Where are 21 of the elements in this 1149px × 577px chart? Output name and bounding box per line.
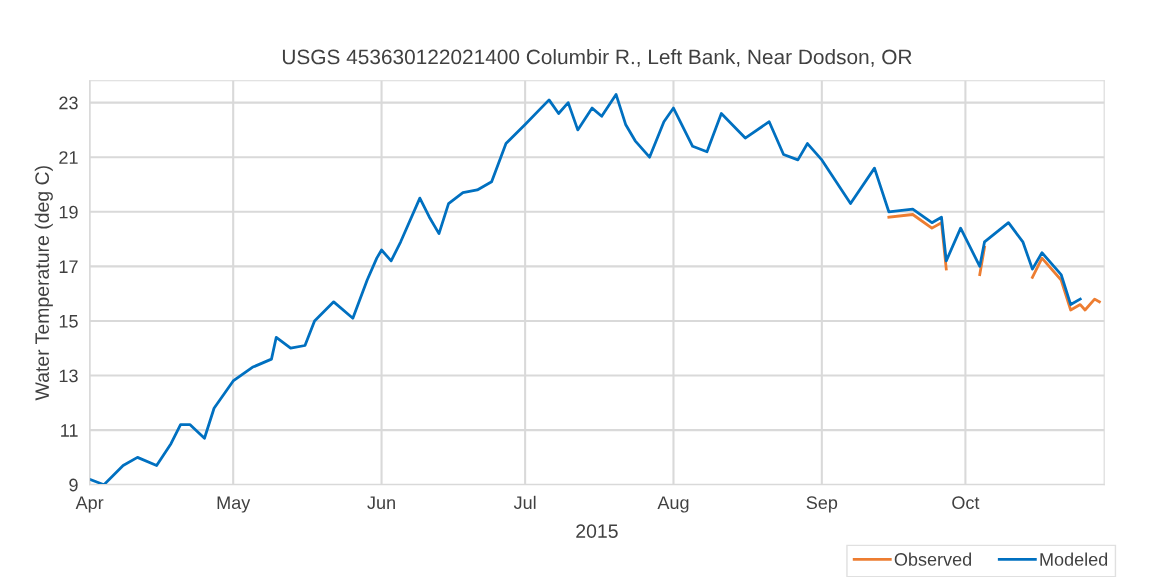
x-tick-label: Apr (75, 496, 104, 513)
y-axis-title: Water Temperature (deg C) (34, 166, 53, 401)
x-tick-label: Sep (806, 496, 838, 513)
y-tick-label: 17 (59, 260, 78, 273)
x-tick-label: May (217, 496, 251, 513)
y-tick-label: 19 (59, 205, 78, 219)
x-axis-title: 2015 (576, 524, 618, 539)
y-tick-label: 9 (69, 478, 78, 492)
x-tick-label: Jun (367, 496, 395, 510)
legend-label: Modeled (1040, 552, 1108, 566)
y-tick-label: 23 (59, 96, 78, 110)
x-tick-label: Oct (952, 496, 980, 510)
x-tick-label: Aug (657, 496, 689, 513)
y-tick-label: 11 (61, 424, 78, 437)
y-tick-label: 21 (59, 151, 78, 164)
legend-label: Observed (894, 552, 972, 566)
line-series (89, 93, 1082, 485)
chart-title: USGS 453630122021400 Columbir R., Left Bank, Near Dodson, OR (282, 49, 912, 67)
y-tick-label: 15 (59, 315, 78, 328)
y-tick-label: 13 (59, 369, 78, 383)
x-tick-label: Jul (513, 495, 536, 510)
